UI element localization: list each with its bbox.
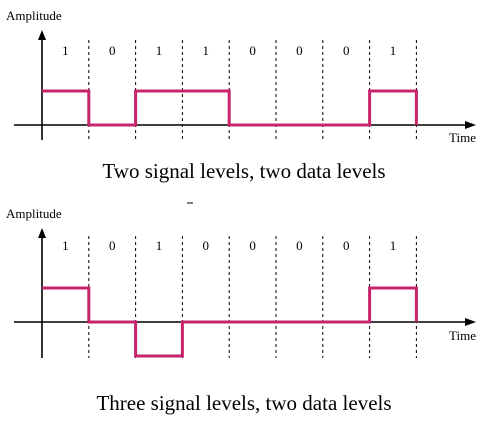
- bit-label: 0: [109, 43, 116, 58]
- signal-waveform: [42, 89, 418, 127]
- bit-label: 1: [390, 43, 397, 58]
- bit-label: 1: [62, 43, 69, 58]
- x-axis-label: Time: [449, 328, 476, 343]
- bit-dividers: [88, 236, 417, 358]
- caption: Two signal levels, two data levels: [102, 159, 385, 183]
- caption: Three signal levels, two data levels: [96, 391, 391, 415]
- y-axis-label: Amplitude: [6, 8, 62, 23]
- signal-waveform: [42, 286, 418, 358]
- y-axis-label: Amplitude: [6, 206, 62, 221]
- bit-label: 1: [390, 238, 397, 253]
- bit-label: 0: [109, 238, 116, 253]
- y-axis-arrow-icon: [38, 30, 46, 40]
- bit-label: 1: [203, 43, 210, 58]
- bit-label: 0: [203, 238, 210, 253]
- bit-labels: 1 0 1 0 0 0 0 1: [62, 238, 396, 253]
- x-axis-label: Time: [449, 130, 476, 145]
- bit-label: 0: [249, 238, 256, 253]
- bit-label: 0: [343, 43, 350, 58]
- panel-three-levels: Amplitude Time 1 0 1 0 0 0 0 1 Three signal lev…: [6, 206, 476, 415]
- y-axis-arrow-icon: [38, 228, 46, 238]
- x-axis-arrow-icon: [465, 318, 476, 326]
- panel-two-levels: Amplitude Time 1 0 1 1 0 0 0 1 Two signal level…: [6, 8, 476, 183]
- bit-labels: 1 0 1 1 0 0 0 1: [62, 43, 396, 58]
- x-axis-arrow-icon: [465, 121, 476, 129]
- bit-label: 0: [249, 43, 256, 58]
- bit-label: 1: [156, 43, 163, 58]
- bit-label: 1: [62, 238, 69, 253]
- bit-label: 0: [296, 43, 303, 58]
- bit-label: 0: [296, 238, 303, 253]
- bit-label: 0: [343, 238, 350, 253]
- bit-label: 1: [156, 238, 163, 253]
